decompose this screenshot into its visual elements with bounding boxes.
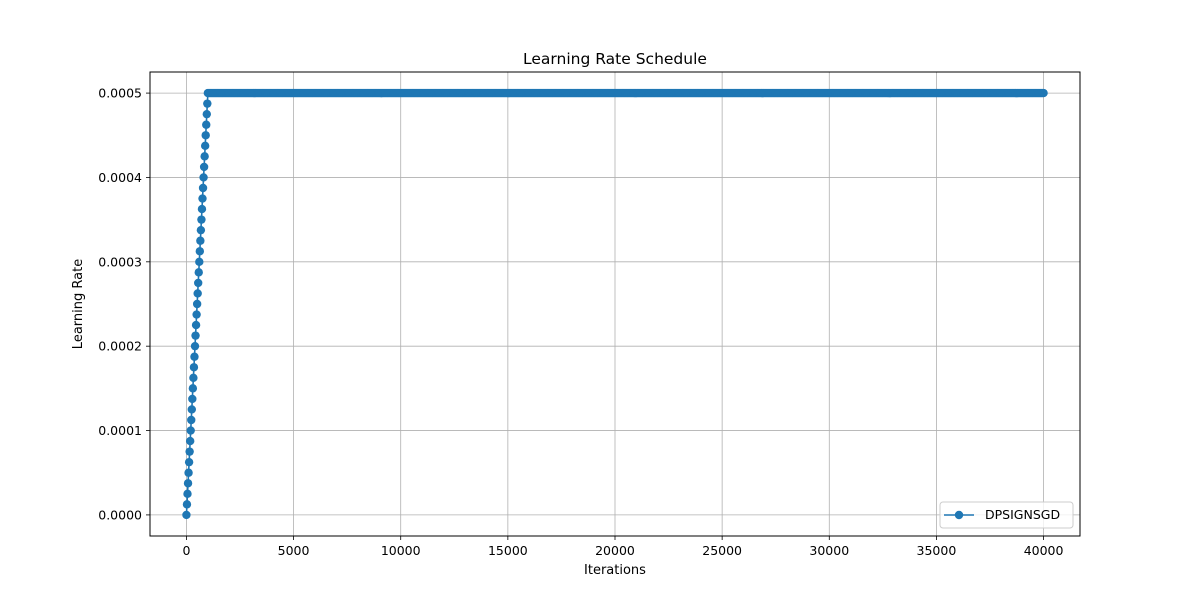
data-point bbox=[197, 215, 206, 224]
data-point bbox=[202, 120, 211, 129]
data-point bbox=[191, 320, 201, 330]
data-point bbox=[190, 341, 200, 351]
data-point bbox=[192, 299, 202, 309]
data-point bbox=[186, 426, 195, 435]
x-tick-label: 25000 bbox=[702, 543, 742, 558]
data-point bbox=[182, 510, 191, 520]
x-tick-label: 15000 bbox=[488, 543, 528, 558]
series-dpsignsgd bbox=[182, 88, 1048, 520]
y-tick-label: 0.0003 bbox=[98, 254, 142, 269]
data-point bbox=[194, 278, 203, 288]
data-point bbox=[184, 468, 193, 477]
x-axis-label: Iterations bbox=[584, 563, 646, 578]
y-axis-label: Learning Rate bbox=[71, 259, 86, 349]
legend-box bbox=[939, 501, 1074, 529]
data-point bbox=[184, 457, 194, 467]
data-point bbox=[187, 405, 196, 414]
data-point bbox=[198, 183, 208, 193]
y-tick-label: 0.0004 bbox=[98, 170, 142, 185]
data-point bbox=[195, 247, 205, 256]
legend-marker bbox=[954, 510, 964, 520]
data-point bbox=[200, 152, 209, 161]
y-tick-label: 0.0001 bbox=[98, 423, 142, 438]
x-tick-label: 0 bbox=[182, 543, 190, 558]
data-point bbox=[199, 162, 209, 172]
data-point bbox=[188, 394, 197, 404]
x-tick-label: 20000 bbox=[595, 543, 635, 558]
data-point bbox=[187, 415, 196, 425]
y-tick-label: 0.0002 bbox=[98, 339, 142, 354]
data-point bbox=[196, 225, 206, 235]
data-point bbox=[183, 489, 192, 499]
legend: DPSIGNSGD bbox=[939, 501, 1074, 529]
data-point bbox=[203, 99, 212, 108]
data-point bbox=[194, 268, 203, 277]
data-point bbox=[185, 447, 194, 456]
x-axis: 0 5000 10000 15000 20000 25000 30000 35000 40000 bbox=[182, 536, 1064, 558]
data-point bbox=[200, 141, 210, 151]
chart-title: Learning Rate Schedule bbox=[523, 50, 707, 68]
y-axis: 0.0000 0.0001 0.0002 0.0003 0.0004 0.0005 bbox=[98, 86, 150, 522]
x-tick-label: 10000 bbox=[381, 543, 421, 558]
data-point bbox=[189, 363, 199, 372]
data-point bbox=[192, 310, 201, 319]
y-tick-label: 0.0005 bbox=[98, 86, 142, 101]
data-point bbox=[196, 236, 205, 245]
data-point bbox=[1039, 88, 1048, 98]
data-point bbox=[201, 131, 210, 140]
data-point bbox=[189, 373, 198, 383]
data-point bbox=[190, 352, 199, 361]
x-tick-label: 35000 bbox=[917, 543, 957, 558]
x-tick-label: 5000 bbox=[278, 543, 310, 558]
data-point bbox=[182, 500, 192, 509]
data-point bbox=[195, 257, 204, 267]
grid bbox=[150, 72, 1080, 536]
y-tick-label: 0.0000 bbox=[98, 507, 142, 522]
legend-label-dpsignsgd: DPSIGNSGD bbox=[985, 507, 1060, 522]
x-tick-label: 40000 bbox=[1024, 543, 1064, 558]
data-point bbox=[197, 204, 207, 214]
data-point bbox=[193, 289, 202, 298]
data-point bbox=[188, 384, 198, 393]
x-tick-label: 30000 bbox=[809, 543, 849, 558]
data-point bbox=[199, 173, 208, 182]
data-point bbox=[183, 479, 193, 488]
data-point bbox=[202, 109, 211, 119]
data-point bbox=[191, 331, 200, 340]
data-point bbox=[185, 436, 195, 446]
data-point bbox=[198, 194, 207, 203]
